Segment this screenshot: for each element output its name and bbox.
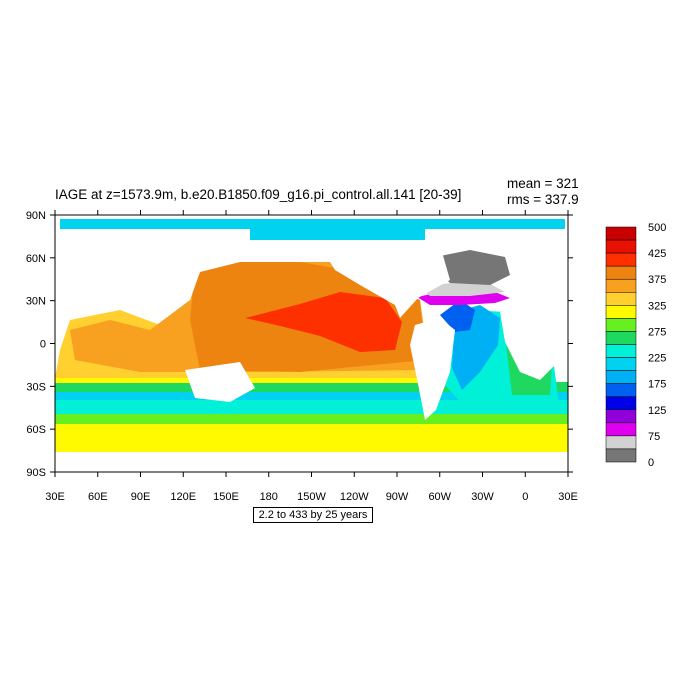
antarctica-land xyxy=(55,452,568,472)
map-panel xyxy=(54,214,569,473)
colorbar: 500 425 375 325 275 225 175 125 75 0 xyxy=(605,222,666,469)
x-tick-label: 0 xyxy=(522,491,528,503)
y-tick-label: 90N xyxy=(26,210,46,222)
colorbar-swatch xyxy=(605,239,637,254)
x-tick-label: 180 xyxy=(260,491,278,503)
rms-label: rms = 337.9 xyxy=(507,192,579,207)
colorbar-label: 500 xyxy=(648,222,666,234)
y-tick-label: 90S xyxy=(26,467,46,479)
y-tick-label: 30N xyxy=(26,296,46,308)
colorbar-swatch xyxy=(605,265,637,280)
colorbar-swatch xyxy=(605,435,637,450)
eurasia-land xyxy=(60,238,330,320)
south-america-land xyxy=(410,318,455,420)
north-atlantic-gray xyxy=(420,283,505,296)
mean-label: mean = 321 xyxy=(507,176,579,191)
x-tick-label: 30E xyxy=(558,491,578,503)
africa-land xyxy=(500,310,565,380)
colorbar-label: 175 xyxy=(648,379,666,391)
colorbar-label: 125 xyxy=(648,405,666,417)
colorbar-swatch xyxy=(605,409,637,424)
colorbar-label: 225 xyxy=(648,353,666,365)
x-tick-label: 60E xyxy=(88,491,108,503)
colorbar-swatch xyxy=(605,344,637,358)
colorbar-swatch xyxy=(605,278,637,293)
colorbar-swatch xyxy=(605,370,637,384)
x-tick-label: 90W xyxy=(386,491,409,503)
x-tick-label: 150E xyxy=(213,491,239,503)
arctic-cap xyxy=(250,225,425,240)
colorbar-label: 75 xyxy=(648,431,660,443)
y-tick-label: 30S xyxy=(26,381,46,393)
colorbar-swatch xyxy=(605,357,637,371)
y-tick-label: 60N xyxy=(26,253,46,265)
colorbar-label: 0 xyxy=(648,457,654,469)
southern-ocean-cyan xyxy=(55,390,568,400)
colorbar-swatch xyxy=(605,305,637,319)
land-masses xyxy=(55,238,568,472)
colorbar-swatch xyxy=(605,422,637,437)
australia-land xyxy=(185,362,255,402)
colorbar-label: 325 xyxy=(648,300,666,312)
colorbar-label: 275 xyxy=(648,326,666,338)
colorbar-label: 375 xyxy=(648,274,666,286)
map-axes: 30E 60E 90E 120E 150E 180 150W 120W 90W 60W 30W 0 30… xyxy=(26,210,578,503)
y-tick-label: 0 xyxy=(40,339,46,351)
north-america-land xyxy=(330,240,450,318)
x-tick-label: 120W xyxy=(340,491,369,503)
contour-info-box: 2.2 to 433 by 25 years xyxy=(253,507,373,523)
southern-ocean-teal xyxy=(55,398,568,414)
colorbar-swatch xyxy=(605,292,637,306)
colorbar-swatch xyxy=(605,318,637,332)
colorbar-swatch xyxy=(605,448,637,463)
x-tick-label: 90E xyxy=(131,491,151,503)
x-tick-label: 30E xyxy=(45,491,65,503)
colorbar-label: 425 xyxy=(648,248,666,260)
x-tick-label: 30W xyxy=(471,491,494,503)
southern-ocean-yellow xyxy=(55,420,568,452)
atlantic-blue xyxy=(440,300,475,332)
southern-ocean-green xyxy=(55,412,568,424)
colorbar-swatch xyxy=(605,252,637,267)
x-tick-label: 150W xyxy=(297,491,326,503)
x-tick-label: 120E xyxy=(170,491,196,503)
y-tick-label: 60S xyxy=(26,424,46,436)
colorbar-swatch xyxy=(605,331,637,345)
colorbar-swatch xyxy=(605,383,637,397)
north-pacific-red xyxy=(245,292,402,352)
plot-title: IAGE at z=1573.9m, b.e20.B1850.f09_g16.p… xyxy=(55,187,461,202)
greenland-gray xyxy=(436,250,510,285)
colorbar-swatch xyxy=(605,396,637,411)
southern-ocean-green2 xyxy=(55,382,568,392)
x-tick-label: 60W xyxy=(428,491,451,503)
colorbar-swatch xyxy=(605,226,637,241)
arctic-band xyxy=(60,219,565,229)
